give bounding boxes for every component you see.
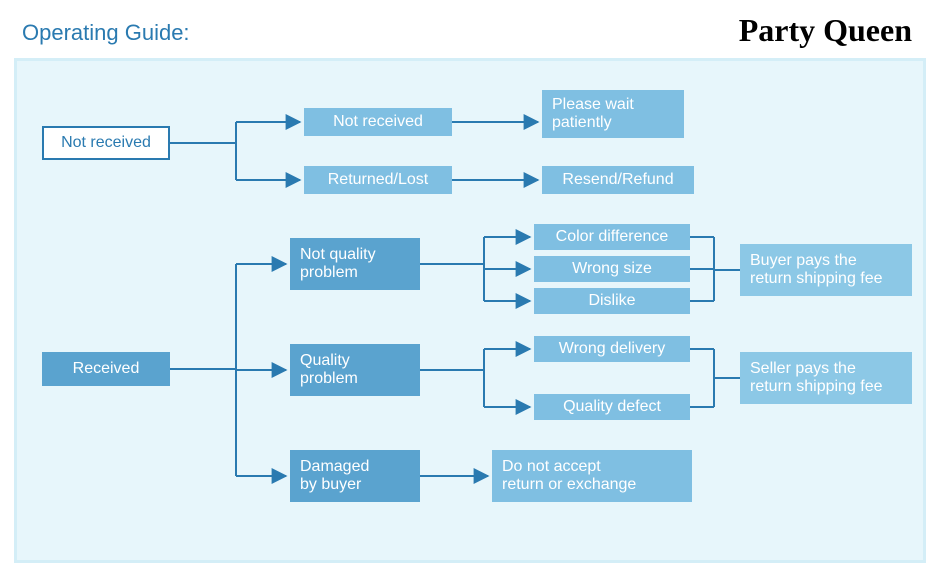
node-root-not-received: Not received (42, 126, 170, 160)
node-nr-returned: Returned/Lost (304, 166, 452, 194)
node-root-received: Received (42, 352, 170, 386)
node-dislike: Dislike (534, 288, 690, 314)
node-q-problem: Quality problem (290, 344, 420, 396)
node-no-return: Do not accept return or exchange (492, 450, 692, 502)
brand-name: Party Queen (739, 12, 912, 49)
node-buyer-pays: Buyer pays the return shipping fee (740, 244, 912, 296)
page-title: Operating Guide: (22, 20, 190, 46)
node-nq-problem: Not quality problem (290, 238, 420, 290)
node-quality-defect: Quality defect (534, 394, 690, 420)
node-nr-resend: Resend/Refund (542, 166, 694, 194)
node-seller-pays: Seller pays the return shipping fee (740, 352, 912, 404)
node-wrong-size: Wrong size (534, 256, 690, 282)
header: Operating Guide: Party Queen (0, 0, 940, 58)
node-wrong-delivery: Wrong delivery (534, 336, 690, 362)
node-nr-not-received: Not received (304, 108, 452, 136)
node-damaged: Damaged by buyer (290, 450, 420, 502)
node-nr-wait: Please wait patiently (542, 90, 684, 138)
flowchart-canvas: Not received Received Not received Returned… (14, 58, 926, 563)
node-color-diff: Color difference (534, 224, 690, 250)
